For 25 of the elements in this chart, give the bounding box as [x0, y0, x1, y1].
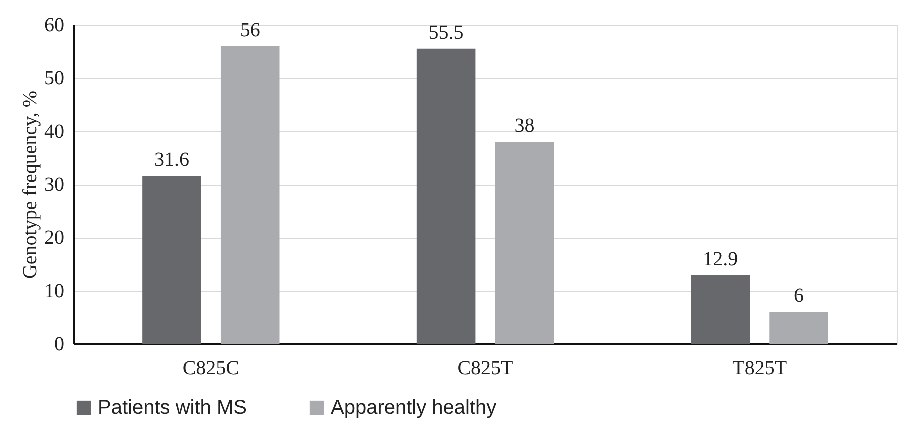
bar [220, 46, 280, 344]
x-tick-label: T825T [732, 358, 788, 380]
bar [495, 142, 554, 344]
x-tick-label: C825T [458, 358, 514, 380]
y-tick-label: 10 [44, 280, 64, 302]
bar [691, 275, 750, 344]
y-tick-label: 30 [44, 174, 64, 196]
data-label: 55.5 [428, 22, 464, 44]
data-label: 6 [794, 285, 804, 308]
bar [416, 48, 476, 344]
y-axis-title: Genotype frequency, % [20, 90, 42, 280]
y-tick-label: 50 [44, 68, 64, 90]
bar [770, 312, 828, 344]
data-label: 12.9 [703, 248, 738, 270]
y-tick-label: 20 [44, 227, 64, 250]
bar [142, 176, 202, 344]
y-tick-label: 40 [44, 120, 64, 143]
data-label: 38 [514, 114, 535, 137]
x-tick-label: C825C [182, 358, 240, 380]
data-label: 56 [240, 19, 260, 42]
y-tick-label: 60 [44, 14, 64, 36]
legend-label: Apparently healthy [331, 397, 497, 419]
y-tick-label: 0 [54, 334, 64, 356]
legend-label: Patients with MS [98, 397, 247, 419]
data-label: 31.6 [154, 148, 190, 171]
